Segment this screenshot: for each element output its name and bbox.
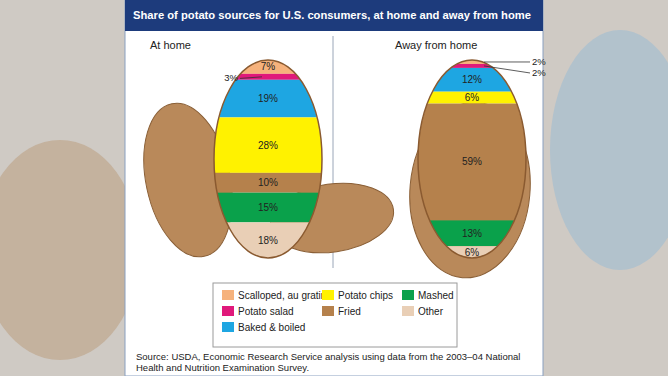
data-label: 19% bbox=[258, 93, 278, 104]
data-label: 28% bbox=[258, 140, 278, 151]
title: Share of potato sources for U.S. consume… bbox=[133, 9, 531, 21]
leader-line bbox=[484, 61, 530, 62]
legend-label: Other bbox=[418, 306, 444, 317]
egg-outline bbox=[418, 60, 526, 258]
data-label: 7% bbox=[261, 61, 276, 72]
legend-label: Potato chips bbox=[338, 290, 393, 301]
panel bbox=[125, 0, 543, 376]
segment bbox=[418, 104, 526, 221]
legend-swatch bbox=[222, 290, 234, 300]
category-label: Away from home bbox=[395, 39, 477, 51]
egg-outline bbox=[214, 60, 322, 258]
segment bbox=[214, 193, 322, 223]
background-blur bbox=[550, 30, 668, 270]
source-note: Source: USDA, Economic Research Service … bbox=[136, 351, 536, 373]
decor bbox=[131, 95, 538, 283]
data-label: 15% bbox=[258, 202, 278, 213]
legend: Scalloped, au gratin Potato salad Baked & … bbox=[213, 283, 457, 347]
category-label: At home bbox=[150, 39, 191, 51]
segment bbox=[214, 80, 322, 118]
segment bbox=[418, 220, 526, 246]
legend-swatch bbox=[322, 290, 334, 300]
leader-line bbox=[240, 77, 262, 79]
legend-box bbox=[213, 283, 457, 347]
legend-label: Potato salad bbox=[238, 306, 294, 317]
data-label: 59% bbox=[462, 156, 482, 167]
egg-plot bbox=[214, 60, 322, 258]
data-label: 2% bbox=[532, 56, 546, 67]
legend-label: Baked & boiled bbox=[238, 322, 305, 333]
data-label: 12% bbox=[462, 74, 482, 85]
data-label: 13% bbox=[462, 228, 482, 239]
title-banner bbox=[125, 0, 543, 31]
segment bbox=[418, 64, 526, 68]
legend-swatch bbox=[322, 306, 334, 316]
legend-swatch bbox=[222, 306, 234, 316]
legend-swatch bbox=[222, 322, 234, 332]
chart: Share of potato sources for U.S. consume… bbox=[0, 0, 668, 376]
segment bbox=[214, 173, 322, 193]
data-label: 2% bbox=[532, 67, 546, 78]
legend-label: Mashed bbox=[418, 290, 454, 301]
data-label: 3% bbox=[224, 72, 238, 83]
segment bbox=[214, 222, 322, 258]
segment bbox=[214, 117, 322, 172]
legend-swatch bbox=[402, 290, 414, 300]
legend-label: Fried bbox=[338, 306, 361, 317]
data-label: 10% bbox=[258, 177, 278, 188]
legend-label: Scalloped, au gratin bbox=[238, 290, 326, 301]
data-label: 6% bbox=[465, 92, 480, 103]
data-label: 6% bbox=[465, 247, 480, 258]
segment bbox=[418, 92, 526, 104]
data-label: 18% bbox=[258, 235, 278, 246]
segment bbox=[418, 246, 526, 258]
leader-line bbox=[484, 66, 530, 73]
decor-potato bbox=[403, 97, 538, 283]
egg-plot bbox=[418, 60, 526, 258]
background-blur bbox=[0, 140, 140, 360]
legend-swatch bbox=[402, 306, 414, 316]
